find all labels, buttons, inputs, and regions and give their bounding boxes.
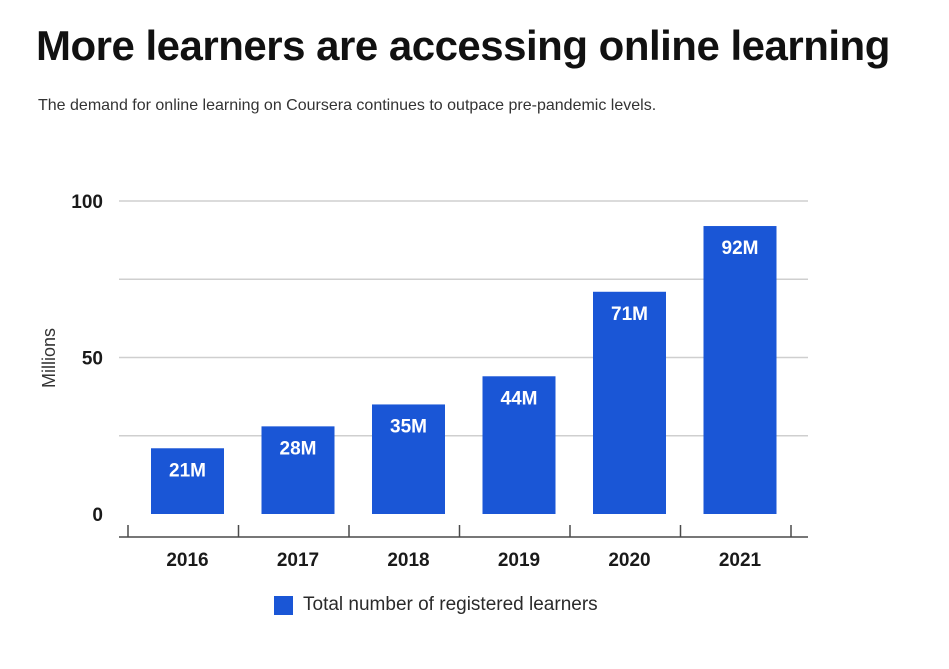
bar-data-label: 28M <box>280 438 317 459</box>
bar <box>151 448 224 514</box>
y-tick-label: 0 <box>92 505 103 526</box>
legend-swatch <box>274 595 293 615</box>
x-ticks <box>127 525 792 537</box>
bar <box>482 376 556 514</box>
bar-data-labels: 21M 28M 35M 44M 71M 92M <box>169 238 758 481</box>
bar-data-label: 71M <box>611 304 648 325</box>
y-tick-labels: 0 50 100 <box>71 192 103 526</box>
bar <box>703 226 777 515</box>
bar-data-label: 21M <box>169 460 206 481</box>
bar <box>372 404 445 514</box>
x-tick-labels: 2016 2017 2018 2019 2020 2021 <box>166 550 761 571</box>
legend: Total number of registered learners <box>274 594 598 616</box>
x-tick-label: 2017 <box>277 550 319 571</box>
chart-subtitle: The demand for online learning on Course… <box>38 97 657 114</box>
bar <box>593 291 666 514</box>
y-axis-label: Millions <box>39 328 59 388</box>
x-tick-label: 2021 <box>719 550 762 571</box>
bar <box>261 426 335 514</box>
y-tick-label: 50 <box>82 349 103 370</box>
bar-data-label: 92M <box>722 238 759 259</box>
x-tick-label: 2018 <box>387 550 429 571</box>
bar-data-label: 44M <box>501 388 538 409</box>
gridlines <box>119 200 808 437</box>
y-tick-label: 100 <box>71 192 103 213</box>
bars <box>151 226 777 515</box>
chart-title: More learners are accessing online learn… <box>36 22 890 69</box>
legend-label: Total number of registered learners <box>303 594 598 615</box>
bar-data-label: 35M <box>390 416 427 437</box>
x-tick-label: 2019 <box>498 550 540 571</box>
x-tick-label: 2020 <box>608 550 650 571</box>
x-tick-label: 2016 <box>166 550 208 571</box>
